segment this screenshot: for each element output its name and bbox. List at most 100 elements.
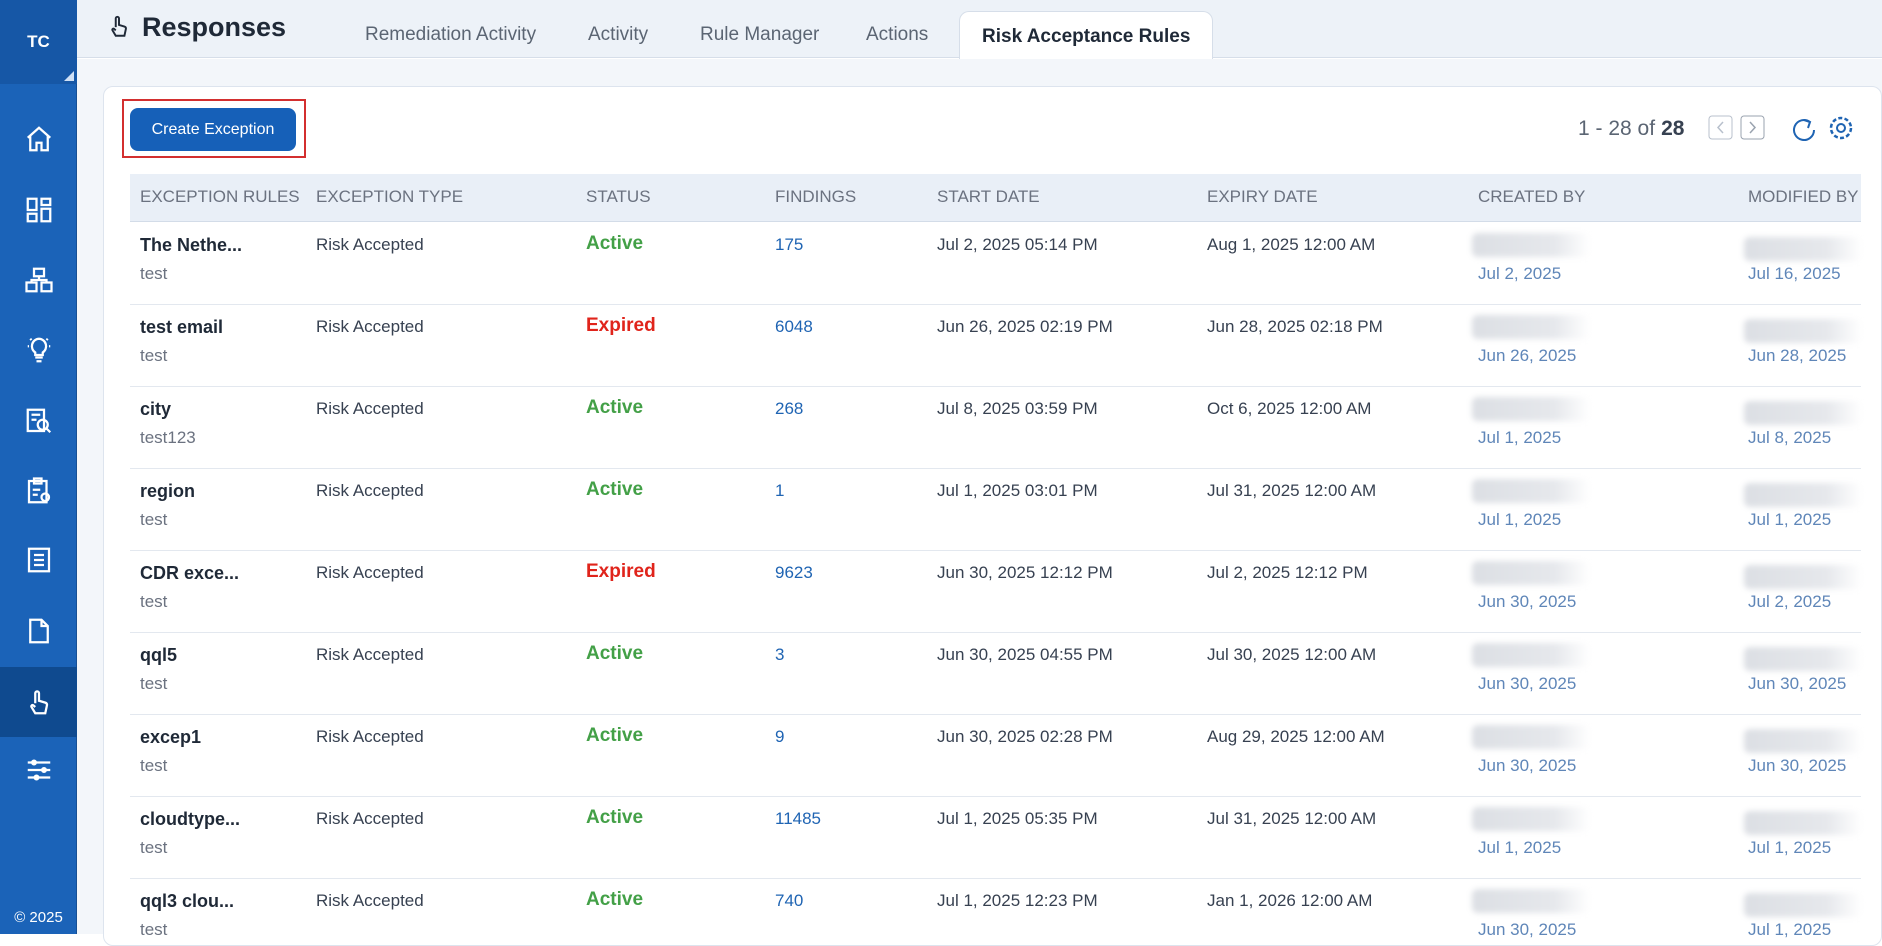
findings-link[interactable]: 268: [775, 399, 804, 418]
status: Active: [586, 889, 644, 910]
redacted-user: [1744, 893, 1862, 917]
pagination-range: 1 - 28 of: [1578, 117, 1656, 140]
rule-description: test: [140, 510, 168, 529]
table-header: [130, 174, 1861, 222]
row-divider: [130, 468, 1861, 469]
tab[interactable]: Remediation Activity: [365, 24, 537, 45]
start-date: Jul 8, 2025 03:59 PM: [937, 399, 1098, 418]
tab[interactable]: Actions: [866, 24, 929, 45]
start-date: Jul 1, 2025 12:23 PM: [937, 891, 1098, 910]
settings[interactable]: [1829, 116, 1853, 140]
brand[interactable]: TC: [0, 0, 77, 84]
nav-responses[interactable]: [0, 667, 77, 737]
rule-name[interactable]: qql3 clou...: [140, 891, 235, 911]
rule-description: test: [140, 674, 168, 693]
start-date: Jun 30, 2025 12:12 PM: [937, 563, 1113, 582]
expiry-date: Jul 31, 2025 12:00 AM: [1207, 481, 1377, 500]
column-header: FINDINGS: [775, 187, 857, 206]
start-date: Jun 26, 2025 02:19 PM: [937, 317, 1113, 336]
rule-name[interactable]: city: [140, 399, 172, 419]
column-header: EXCEPTION TYPE: [316, 187, 464, 206]
tab[interactable]: Activity: [588, 24, 649, 45]
tab-active[interactable]: Risk Acceptance Rules: [959, 11, 1214, 59]
redacted-user: [1744, 319, 1862, 343]
redacted-user: [1472, 315, 1590, 339]
findings-link[interactable]: 9623: [775, 563, 813, 582]
tab[interactable]: Rule Manager: [700, 24, 820, 45]
modified-date: Jun 30, 2025: [1748, 756, 1847, 775]
created-date: Jul 2, 2025: [1478, 264, 1562, 283]
row-divider: [130, 714, 1861, 715]
redacted-user: [1744, 483, 1862, 507]
findings-link[interactable]: 6048: [775, 317, 813, 336]
exception-type: Risk Accepted: [316, 235, 424, 254]
rule-description: test: [140, 264, 168, 283]
nav-inventory[interactable]: [0, 245, 77, 315]
created-date: Jul 1, 2025: [1478, 838, 1562, 857]
findings-link[interactable]: 1: [775, 481, 785, 500]
nav-compliance[interactable]: [0, 456, 77, 526]
column-header: EXCEPTION RULES: [140, 187, 300, 206]
expiry-date: Jun 28, 2025 02:18 PM: [1207, 317, 1383, 336]
redacted-user: [1472, 233, 1590, 257]
rule-description: test: [140, 756, 168, 775]
findings-link[interactable]: 740: [775, 891, 804, 910]
exception-type: Risk Accepted: [316, 481, 424, 500]
created-date: Jul 1, 2025: [1478, 428, 1562, 447]
redacted-user: [1744, 647, 1862, 671]
modified-date: Jul 8, 2025: [1748, 428, 1832, 447]
redacted-user: [1744, 729, 1862, 753]
row-divider: [130, 550, 1861, 551]
nav-settings[interactable]: [0, 735, 77, 805]
column-header: START DATE: [937, 187, 1040, 206]
rule-name[interactable]: The Nethe...: [140, 235, 243, 255]
row-divider: [130, 878, 1861, 879]
start-date: Jun 30, 2025 04:55 PM: [937, 645, 1113, 664]
modified-date: Jun 28, 2025: [1748, 346, 1847, 365]
status: Active: [586, 725, 644, 746]
start-date: Jun 30, 2025 02:28 PM: [937, 727, 1113, 746]
row-divider: [130, 304, 1861, 305]
expiry-date: Jul 31, 2025 12:00 AM: [1207, 809, 1377, 828]
findings-link[interactable]: 3: [775, 645, 785, 664]
exception-type: Risk Accepted: [316, 563, 424, 582]
rule-description: test123: [140, 428, 196, 447]
expiry-date: Jul 2, 2025 12:12 PM: [1207, 563, 1368, 582]
next-page[interactable]: [1740, 115, 1765, 140]
created-date: Jun 26, 2025: [1478, 346, 1577, 365]
start-date: Jul 1, 2025 03:01 PM: [937, 481, 1098, 500]
create-button[interactable]: Create Exception: [130, 108, 296, 151]
nav-home[interactable]: [0, 104, 77, 174]
nav-dashboard[interactable]: [0, 175, 77, 245]
column-header: STATUS: [586, 187, 651, 206]
nav-documents[interactable]: [0, 596, 77, 666]
exception-type: Risk Accepted: [316, 317, 424, 336]
column-header: EXPIRY DATE: [1207, 187, 1318, 206]
prev-page[interactable]: [1708, 115, 1733, 140]
rule-name[interactable]: qql5: [140, 645, 178, 665]
modified-date: Jul 1, 2025: [1748, 510, 1832, 529]
nav-search[interactable]: [0, 386, 77, 456]
rule-name[interactable]: region: [140, 481, 196, 501]
refresh[interactable]: [1793, 119, 1815, 141]
rule-description: test: [140, 838, 168, 857]
created-date: Jun 30, 2025: [1478, 592, 1577, 611]
start-date: Jul 1, 2025 05:35 PM: [937, 809, 1098, 828]
nav-insights[interactable]: [0, 315, 77, 385]
findings-link[interactable]: 11485: [775, 809, 822, 828]
status: Active: [586, 807, 644, 828]
rule-name[interactable]: test email: [140, 317, 224, 337]
redacted-user: [1472, 397, 1590, 421]
findings-link[interactable]: 175: [775, 235, 804, 254]
status: Active: [586, 479, 644, 500]
rule-name[interactable]: excep1: [140, 727, 202, 747]
modified-date: Jul 16, 2025: [1748, 264, 1841, 283]
rule-name[interactable]: CDR exce...: [140, 563, 240, 583]
rule-name[interactable]: cloudtype...: [140, 809, 241, 829]
created-date: Jul 1, 2025: [1478, 510, 1562, 529]
card: [103, 86, 1882, 946]
row-divider: [130, 386, 1861, 387]
findings-link[interactable]: 9: [775, 727, 785, 746]
nav-reports[interactable]: [0, 525, 77, 595]
